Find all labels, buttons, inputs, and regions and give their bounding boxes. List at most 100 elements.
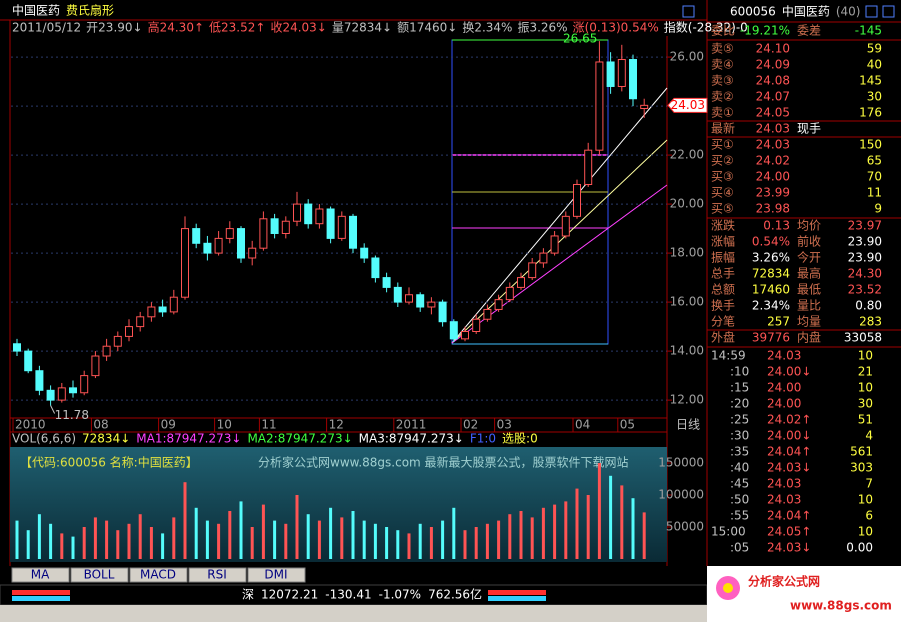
info-item: 2011/05/12	[12, 21, 81, 35]
panel-cell: 24.02↑	[767, 413, 811, 427]
volume-bar	[26, 530, 30, 559]
panel-cell: 内盘	[797, 330, 821, 345]
stock-name: 中国医药	[12, 3, 60, 18]
x-tick-label: 08	[93, 418, 108, 432]
candle-body	[573, 183, 581, 217]
volume-bar	[239, 501, 243, 559]
candle-body	[360, 247, 369, 259]
info-item: 额17460↓	[397, 21, 457, 35]
volume-bar	[642, 512, 646, 559]
volume-header-item: 72834↓	[82, 432, 130, 446]
panel-cell: :50	[730, 493, 749, 507]
volume-bar	[620, 485, 624, 559]
panel-cell: 59	[867, 42, 882, 56]
panel-cell: 23.90	[848, 235, 882, 249]
volume-bar	[161, 533, 165, 559]
volume-bar	[508, 514, 512, 559]
candle-body	[438, 301, 447, 323]
panel-cell: 涨幅	[711, 234, 735, 249]
candle-body	[416, 294, 425, 308]
candle-body	[203, 242, 212, 254]
panel-cell: 14:59	[711, 349, 746, 363]
tab[interactable]	[129, 567, 188, 583]
panel-icon[interactable]	[882, 5, 895, 18]
panel-cell: :40	[730, 461, 749, 475]
candle-body	[281, 220, 290, 234]
tab[interactable]	[70, 567, 129, 583]
panel-cell: 24.09	[756, 58, 790, 72]
x-tick-label: 05	[620, 418, 635, 432]
volume-bar	[609, 475, 613, 559]
tab-label[interactable]: MA	[31, 568, 50, 582]
panel-cell: 70	[867, 170, 882, 184]
panel-cell: 11	[867, 186, 882, 200]
volume-bar	[93, 517, 97, 559]
volume-bar	[205, 520, 209, 559]
tab[interactable]	[11, 567, 70, 583]
panel-cell: 40	[867, 58, 882, 72]
volume-bar	[317, 520, 321, 559]
panel-cell: 2.34%	[752, 299, 790, 313]
panel-cell: 24.10	[756, 42, 790, 56]
candle-body	[304, 203, 313, 225]
panel-cell: 4	[865, 429, 873, 443]
volume-bar	[474, 527, 478, 559]
candle-body	[326, 208, 335, 239]
candle-body	[69, 387, 77, 394]
panel-cell: :15	[730, 381, 749, 395]
candle-body	[517, 277, 525, 288]
panel-cell: 23.52	[848, 283, 882, 297]
volume-bar	[463, 530, 467, 559]
panel-cell: 涨跌	[711, 218, 735, 233]
panel-cell: :35	[730, 445, 749, 459]
volume-background	[10, 447, 667, 562]
volume-header-item: MA3:87947.273↓	[359, 432, 464, 446]
panel-cell: 卖③	[711, 74, 734, 88]
last-price-tag	[667, 97, 708, 113]
info-item: 换2.34%	[462, 21, 512, 35]
panel-cell: 24.30	[848, 267, 882, 281]
candle-body	[337, 215, 346, 239]
panel-cell: 均量	[797, 315, 821, 329]
panel-cell: 最低	[797, 283, 821, 297]
panel-cell: 前收	[797, 234, 821, 249]
status-item: -130.41	[325, 588, 371, 602]
candle-body	[113, 335, 122, 347]
tab[interactable]	[188, 567, 247, 583]
panel-cell: 买④	[711, 186, 734, 200]
panel-cell: 外盘	[711, 330, 735, 345]
candle-body	[80, 375, 89, 394]
tool-name: 费氏扇形	[66, 3, 114, 18]
volume-bar	[575, 488, 579, 559]
candle-body	[35, 370, 44, 391]
window-icon[interactable]	[682, 5, 695, 18]
volume-bar	[306, 514, 310, 559]
low-pointer	[50, 405, 56, 414]
panel-cell: :10	[730, 365, 749, 379]
volume-bar	[519, 511, 523, 559]
candle-body	[192, 228, 201, 244]
panel-cell: 39776	[752, 331, 790, 345]
panel-cell: 10	[858, 493, 873, 507]
tab-label[interactable]: BOLL	[84, 568, 115, 582]
panel-icon[interactable]	[865, 5, 878, 18]
tab-label[interactable]: RSI	[207, 568, 227, 582]
panel-cell: 65	[867, 154, 882, 168]
candle-body	[270, 218, 279, 234]
panel-cell: 委比	[711, 24, 735, 38]
x-tick-label: 12	[329, 418, 344, 432]
tab-label[interactable]: MACD	[140, 568, 176, 582]
volume-bar	[217, 523, 221, 559]
tab[interactable]	[247, 567, 306, 583]
y-tick-label: 26.00	[670, 50, 704, 64]
volume-bar	[138, 514, 142, 559]
tab-label[interactable]: DMI	[264, 568, 287, 582]
panel-cell: 257	[767, 315, 790, 329]
panel-cell: :05	[730, 541, 749, 555]
panel-cell: 30	[858, 397, 873, 411]
info-item: 收24.03↓	[270, 21, 326, 35]
candle-body	[259, 218, 268, 249]
panel-cell: 24.03	[756, 138, 790, 152]
panel-cell: 买②	[711, 154, 734, 168]
